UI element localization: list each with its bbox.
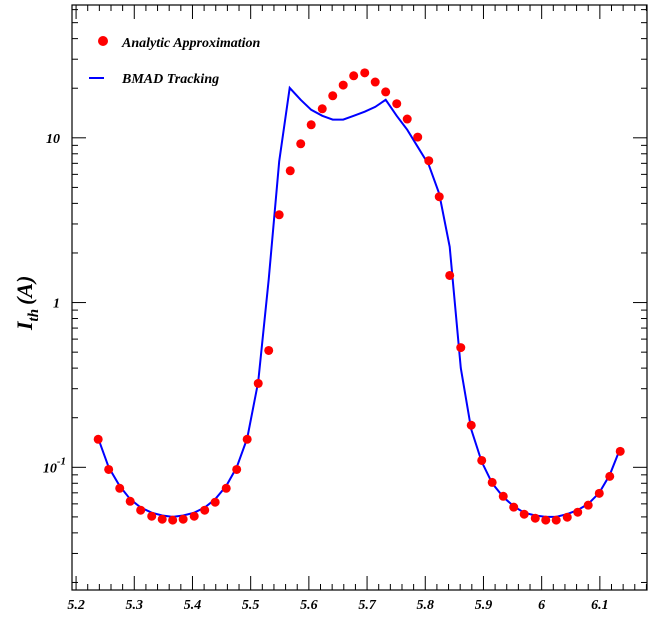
data-point <box>573 507 583 517</box>
legend-label-bmad: BMAD Tracking <box>121 72 219 87</box>
x-tick-label: 5.5 <box>242 598 260 613</box>
legend-marker-analytic <box>98 36 108 46</box>
data-point <box>509 502 519 512</box>
plot-frame <box>71 4 648 591</box>
data-point <box>232 464 242 474</box>
y-tick-label: 10 <box>46 132 60 147</box>
x-tick-label: 6 <box>538 598 545 613</box>
data-point <box>498 491 508 501</box>
data-point <box>274 210 284 220</box>
legend-label-analytic: Analytic Approximation <box>121 36 261 51</box>
y-tick-label: 10-1 <box>43 455 66 476</box>
data-point <box>370 77 380 87</box>
data-point <box>189 511 199 521</box>
data-point <box>360 68 370 78</box>
data-point <box>136 505 146 515</box>
data-point <box>434 192 444 202</box>
data-point <box>168 515 178 525</box>
data-point <box>605 471 615 481</box>
data-point <box>200 505 210 515</box>
data-point <box>456 343 466 353</box>
series-points-analytic-approximation <box>93 68 625 525</box>
legend: Analytic Approximation BMAD Tracking <box>89 36 261 87</box>
x-tick-label: 5.9 <box>475 598 493 613</box>
data-point <box>210 497 220 507</box>
data-point <box>306 120 316 130</box>
data-point <box>477 455 487 465</box>
x-tick-label: 5.6 <box>300 598 318 613</box>
y-axis-label: Ith(A) <box>12 276 42 331</box>
data-point <box>349 71 359 81</box>
data-point <box>583 500 593 510</box>
data-point <box>424 156 434 166</box>
data-point <box>296 139 306 149</box>
data-point <box>466 420 476 430</box>
data-point <box>285 166 295 176</box>
data-point <box>530 513 540 523</box>
data-point <box>615 446 625 456</box>
data-point <box>242 434 252 444</box>
data-point <box>147 511 157 521</box>
data-point <box>221 483 231 493</box>
data-point <box>541 515 551 525</box>
data-point <box>562 512 572 522</box>
data-point <box>551 515 561 525</box>
x-tick-labels: 5.2 5.3 5.4 5.5 5.6 5.7 5.8 5.9 6 6.1 <box>67 598 608 613</box>
data-point <box>125 496 135 506</box>
data-point <box>104 464 114 474</box>
data-point <box>594 488 604 498</box>
y-tick-label: 1 <box>53 297 60 312</box>
data-point <box>253 378 263 388</box>
data-point <box>157 514 167 524</box>
data-point <box>392 99 402 109</box>
x-tick-label: 5.8 <box>417 598 435 613</box>
x-tick-label: 5.4 <box>184 598 202 613</box>
data-point <box>487 477 497 487</box>
x-tick-label: 6.1 <box>591 598 609 613</box>
data-point <box>93 434 103 444</box>
data-point <box>178 514 188 524</box>
data-point <box>519 509 529 519</box>
x-tick-label: 5.2 <box>67 598 85 613</box>
data-point <box>328 91 338 101</box>
data-point <box>402 114 412 124</box>
y-tick-labels: 10 1 10-1 <box>43 132 66 476</box>
data-point <box>338 80 348 90</box>
x-tick-label: 5.7 <box>358 598 377 613</box>
data-point <box>115 483 125 493</box>
data-point <box>413 132 423 142</box>
data-point <box>381 87 391 97</box>
data-point <box>317 104 327 114</box>
data-point <box>445 270 455 280</box>
axis-ticks <box>72 5 647 590</box>
x-tick-label: 5.3 <box>126 598 144 613</box>
data-point <box>264 345 274 355</box>
